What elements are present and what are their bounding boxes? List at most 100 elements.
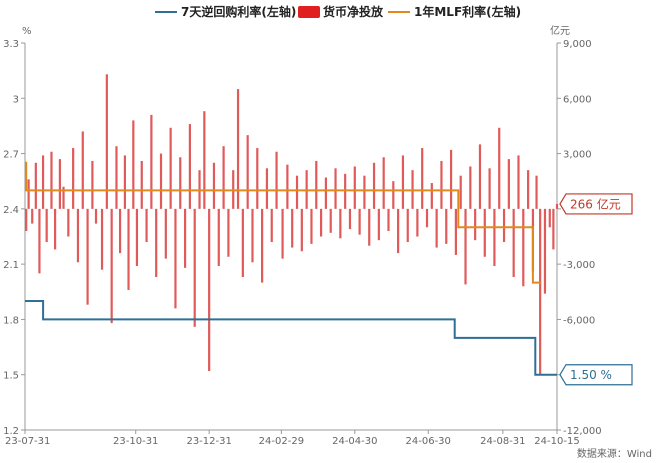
net-injection-bar — [421, 148, 424, 209]
x-tick-label: 24-04-30 — [332, 436, 377, 447]
net-injection-bar — [295, 175, 299, 209]
net-injection-bar — [469, 166, 472, 209]
net-injection-bar — [222, 146, 225, 209]
net-injection-bar — [86, 208, 89, 305]
net-injection-bar — [241, 208, 244, 278]
net-injection-bar — [512, 208, 515, 278]
data-source: 数据来源：Wind — [577, 447, 652, 460]
net-injection-bar — [310, 208, 313, 244]
net-injection-bar — [183, 208, 187, 268]
net-injection-bar — [76, 208, 80, 263]
net-injection-bar — [324, 177, 328, 209]
net-injection-bar — [100, 208, 104, 270]
callout-net-injection: 266 亿元 — [559, 193, 633, 215]
net-injection-bar — [94, 208, 98, 224]
legend-label-reverse-repo: 7天逆回购利率(左轴) — [181, 4, 296, 19]
net-injection-bar — [517, 155, 520, 209]
left-tick-label: 2.4 — [3, 205, 19, 216]
net-injection-bar — [329, 208, 332, 233]
net-injection-bar — [208, 208, 211, 372]
net-injection-bar — [416, 208, 419, 237]
legend-label-mlf: 1年MLF利率(左轴) — [414, 4, 521, 19]
net-injection-bar — [543, 208, 547, 294]
net-injection-bar — [270, 208, 273, 243]
net-injection-bar — [27, 179, 30, 209]
left-tick-label: 2.7 — [3, 150, 19, 161]
net-injection-bar — [155, 208, 158, 278]
left-axis-unit: % — [22, 26, 32, 37]
net-injection-bar — [265, 168, 269, 209]
net-injection-bar — [425, 208, 429, 228]
net-injection-bar — [459, 175, 462, 209]
net-injection-bar — [454, 208, 457, 255]
x-tick-label: 24-08-31 — [480, 436, 525, 447]
left-tick-label: 3 — [13, 94, 19, 105]
net-injection-bar — [159, 153, 163, 209]
callout-net-injection-box — [559, 193, 633, 215]
net-injection-bar — [488, 168, 491, 209]
net-injection-bar — [217, 208, 220, 266]
net-injection-bar — [256, 148, 259, 209]
net-injection-bar — [387, 208, 390, 231]
net-injection-bar — [507, 159, 510, 209]
net-injection-bar — [527, 170, 530, 209]
left-tick-label: 1.8 — [3, 315, 19, 326]
x-axis-ticks: 23-07-31 23-10-31 23-12-31 24-02-29 24-04-30… — [5, 430, 580, 447]
net-injection-bar — [300, 208, 303, 252]
net-injection-bars — [25, 74, 559, 375]
net-injection-bar — [105, 74, 108, 209]
net-injection-bar — [62, 186, 65, 209]
x-tick-label: 23-12-31 — [186, 436, 231, 447]
net-injection-bar — [81, 131, 84, 209]
net-injection-bar — [348, 208, 352, 230]
net-injection-bar — [58, 159, 62, 209]
callout-reverse-repo-label: 1.50 % — [570, 368, 612, 382]
net-injection-bar — [286, 164, 289, 209]
net-injection-bar — [363, 175, 366, 209]
net-injection-bar — [555, 203, 559, 209]
net-injection-bar — [91, 160, 94, 209]
left-tick-label: 1.2 — [3, 426, 19, 437]
net-injection-bar — [251, 208, 254, 263]
net-injection-bar — [45, 208, 48, 243]
net-injection-bar — [110, 208, 113, 324]
net-injection-bar — [227, 208, 230, 257]
legend-swatch-net-injection — [298, 6, 320, 18]
net-injection-bar — [548, 208, 551, 228]
net-injection-bar — [127, 208, 130, 290]
net-injection-bar — [135, 208, 139, 266]
net-injection-bar — [41, 155, 45, 209]
net-injection-bar — [406, 208, 409, 243]
net-injection-bar — [31, 208, 34, 224]
net-injection-bar — [474, 208, 477, 241]
net-injection-bar — [435, 208, 438, 248]
x-tick-label: 23-07-31 — [5, 436, 50, 447]
legend: 7天逆回购利率(左轴) 货币净投放 1年MLF利率(左轴) — [155, 4, 521, 19]
x-tick-label: 24-06-30 — [406, 436, 451, 447]
x-tick-label: 24-10-15 — [534, 436, 579, 447]
net-injection-bar — [150, 114, 153, 209]
net-injection-bar — [261, 208, 264, 283]
right-tick-label: 9,000 — [563, 39, 592, 50]
net-injection-bar — [498, 127, 501, 209]
net-injection-bar — [440, 160, 443, 209]
net-injection-bar — [319, 208, 323, 237]
reverse-repo-rate-line — [25, 300, 557, 376]
left-axis-ticks: 1.2 1.5 1.8 2.1 2.4 2.7 3 3.3 — [3, 39, 25, 437]
net-injection-bar — [315, 160, 318, 209]
net-injection-bar — [123, 155, 127, 209]
callout-reverse-repo: 1.50 % — [559, 364, 633, 386]
net-injection-bar — [502, 208, 506, 243]
net-injection-bar — [50, 151, 53, 209]
net-injection-bar — [34, 162, 37, 209]
net-injection-bar — [281, 208, 284, 259]
left-tick-label: 1.5 — [3, 371, 19, 382]
net-injection-bar — [382, 157, 385, 209]
net-injection-bar — [118, 208, 122, 254]
net-injection-bar — [377, 208, 380, 241]
callout-reverse-repo-box — [559, 364, 633, 386]
net-injection-bar — [115, 146, 118, 209]
net-injection-bar — [449, 149, 453, 209]
right-tick-label: 6,000 — [563, 94, 592, 105]
